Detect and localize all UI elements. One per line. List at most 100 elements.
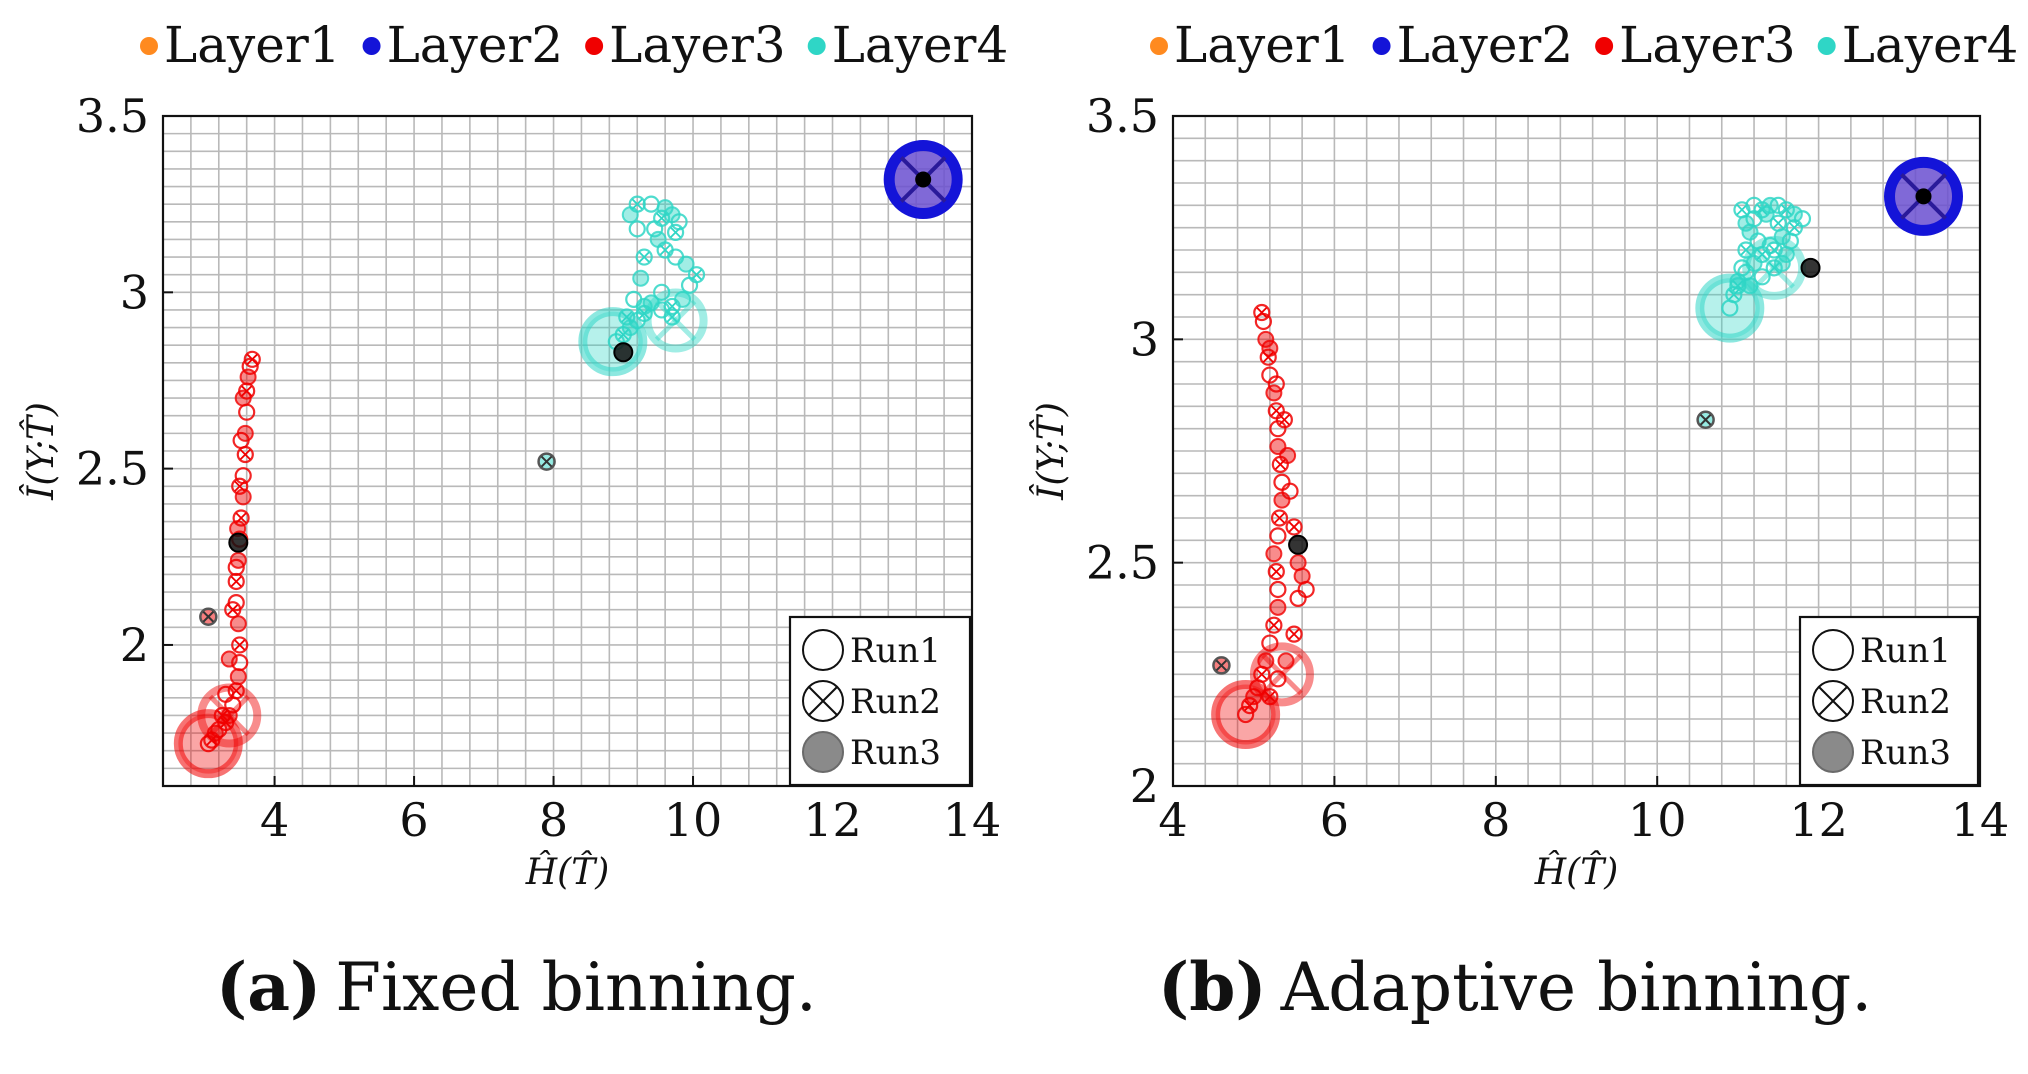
point-layer4 — [1753, 268, 1771, 286]
point-layer4 — [649, 230, 667, 248]
x-tick-label: 4 — [260, 793, 289, 847]
point-layer4 — [1773, 254, 1791, 272]
point-layer3 — [217, 685, 235, 703]
point-layer3 — [231, 636, 249, 654]
point-layer3 — [1257, 330, 1275, 348]
point-layer3 — [1289, 589, 1307, 608]
caption-b: (b) Adaptive binning. — [1158, 948, 1872, 1026]
point-layer3 — [232, 509, 250, 527]
legend-label-layer1: Layer1 — [1174, 16, 1351, 74]
caption-a: (a) Fixed binning. — [216, 948, 817, 1026]
point-layer3 — [227, 558, 245, 576]
point-layer4 — [1785, 205, 1803, 223]
plot-frame — [161, 114, 974, 788]
point-layer3 — [229, 668, 247, 686]
point-layer3 — [1267, 562, 1285, 581]
point-layer3 — [1285, 625, 1303, 643]
point-layer3 — [1253, 303, 1271, 322]
point-layer4 — [663, 308, 681, 326]
x-tick-label: 10 — [664, 793, 723, 847]
point-layer4 — [632, 269, 650, 287]
run-legend-marker-run2 — [1812, 680, 1854, 722]
point-layer4 — [621, 206, 639, 224]
run-legend-panel-a: Run1 Run2 Run3 — [788, 615, 972, 787]
x-tick-label: 6 — [1320, 793, 1349, 847]
run-legend-marker-run3 — [1812, 731, 1854, 773]
point-layer3 — [1269, 580, 1287, 599]
y-tick-label: 3 — [1130, 312, 1159, 366]
point-layer3 — [234, 467, 252, 485]
run-legend-label-run1: Run1 — [1860, 631, 1951, 671]
point-layer4 — [677, 255, 695, 273]
axes-panel-b: 4 6 8 10 12 14 2 2.5 3 3.5 Ĥ(T̂) Î(Y;T̂) — [1029, 89, 2009, 893]
legend-marker-layer2 — [1372, 37, 1391, 55]
point-layer3 — [1275, 411, 1293, 429]
point-layer3-end — [228, 532, 249, 553]
point-layer3 — [1273, 491, 1291, 509]
point-layer3 — [229, 615, 247, 633]
x-tick-label: 14 — [943, 793, 1002, 847]
point-layer4 — [666, 223, 685, 241]
y-axis-label: Î(Y;T̂) — [1029, 402, 1072, 501]
point-layer4 — [1765, 241, 1783, 259]
point-layer3 — [243, 350, 261, 368]
legend-label-layer4: Layer4 — [832, 16, 1009, 74]
point-layer3 — [1277, 652, 1295, 670]
x-tick-label: 14 — [1951, 793, 2010, 847]
point-layer4-start-run1 — [1695, 273, 1765, 343]
x-tick-label: 12 — [803, 793, 862, 847]
point-layer3-run2-end — [199, 607, 218, 626]
point-layer3 — [1241, 696, 1259, 715]
plot-frame — [1171, 114, 1982, 788]
point-layer4-start-run2 — [643, 288, 708, 353]
point-layer4-end — [613, 342, 634, 363]
point-layer4 — [1749, 232, 1767, 250]
y-tick-label: 2.5 — [1086, 536, 1159, 590]
point-layer3 — [1269, 670, 1287, 688]
point-layer4 — [1733, 259, 1751, 277]
point-layer4-start-run1 — [578, 307, 648, 377]
axes-panel-a: 4 6 8 10 12 14 2 2.5 3 3.5 Ĥ(T̂) Î(Y;T̂) — [19, 89, 1001, 893]
point-layer4 — [1769, 196, 1787, 214]
run-legend-label-run3: Run3 — [1860, 733, 1951, 773]
point-layer3 — [1265, 616, 1283, 634]
legend-label-layer1: Layer1 — [164, 16, 341, 74]
caption-a-text: Fixed binning. — [335, 949, 817, 1026]
point-layer3-run2-end — [1212, 656, 1231, 675]
point-layer4 — [1781, 232, 1799, 250]
point-layer3 — [220, 650, 238, 668]
point-layer4 — [653, 283, 671, 301]
legend-label-layer2: Layer2 — [387, 16, 564, 74]
point-layer3 — [232, 431, 250, 450]
x-tick-label: 8 — [1481, 793, 1510, 847]
point-layer3-start-run1 — [173, 709, 243, 779]
point-layer3 — [1261, 634, 1279, 652]
point-layer3 — [236, 445, 254, 464]
point-layer4 — [674, 290, 692, 308]
run-legend-marker-run1 — [802, 629, 844, 671]
legend-marker-layer4 — [807, 37, 826, 55]
legend-label-layer4: Layer4 — [1842, 16, 2019, 74]
point-layer3 — [1265, 545, 1283, 563]
point-layer3 — [1257, 652, 1275, 670]
legend-marker-layer4 — [1817, 37, 1836, 55]
point-layer4-run2-end — [1696, 410, 1715, 429]
point-layer4 — [656, 199, 674, 217]
point-layer3-start-run2 — [197, 683, 262, 748]
legend-label-layer3: Layer3 — [1619, 16, 1796, 74]
point-layer4 — [1769, 214, 1787, 232]
point-layer4 — [635, 297, 653, 315]
x-tick-label: 10 — [1628, 793, 1687, 847]
point-layer3 — [241, 357, 259, 375]
y-tick-label: 2.5 — [76, 442, 149, 496]
point-layer3 — [1269, 598, 1287, 616]
y-tick-label: 3.5 — [76, 89, 149, 143]
point-layer4 — [1757, 205, 1775, 223]
point-layer3 — [1281, 482, 1299, 500]
run-legend-label-run2: Run2 — [1860, 682, 1951, 722]
point-layer4 — [628, 220, 646, 238]
marks-panel-a — [173, 139, 963, 779]
caption-b-letter: (b) — [1158, 948, 1267, 1026]
legend-panel-b: Layer1 Layer2 Layer3 Layer4 — [1150, 16, 2018, 74]
